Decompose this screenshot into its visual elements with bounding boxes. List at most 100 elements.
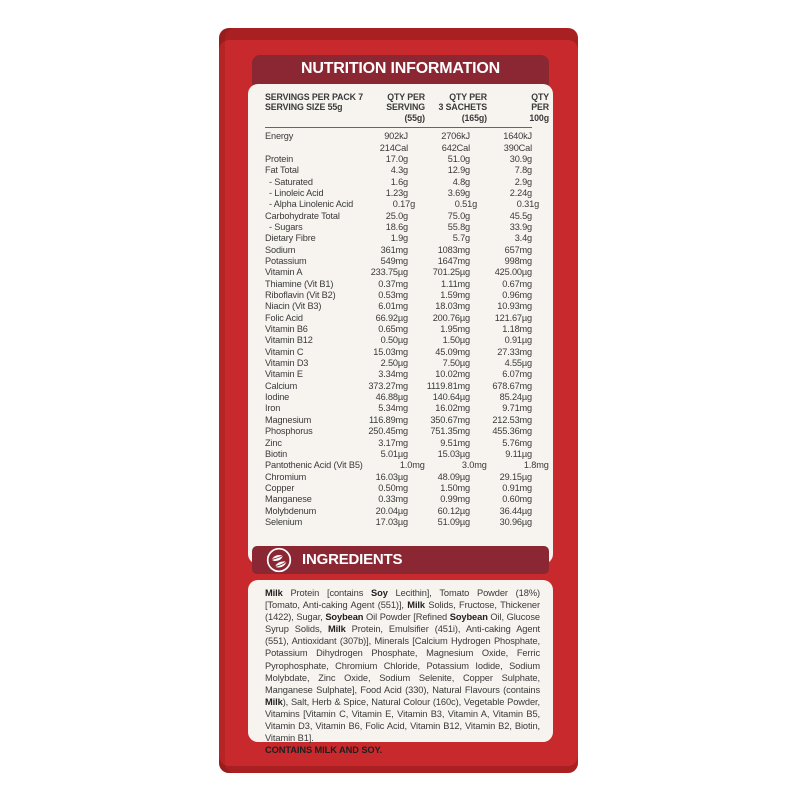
nutrition-row: Energy 902kJ 214Cal 2706kJ 642Cal 1640kJ 390Ca… <box>265 131 532 154</box>
nutrient-value: 75.0g <box>447 210 470 221</box>
nutrition-rows: Energy 902kJ 214Cal 2706kJ 642Cal 1640kJ 390Ca… <box>265 131 549 528</box>
nutrient-value: 0.91µg <box>504 335 533 346</box>
nutrient-value: 1647mg <box>437 256 470 266</box>
nutrient-value: 1.23g <box>385 187 408 198</box>
nutrient-value: 3.17mg <box>378 437 408 448</box>
nutrient-value: 45.09mg <box>435 346 470 357</box>
nutrient-value: 1.18mg <box>502 324 532 335</box>
nutrient-value: 0.91mg <box>502 482 532 493</box>
nutrient-value: 425.00µg <box>494 267 532 278</box>
nutrient-value: 27.33mg <box>497 346 532 357</box>
nutrient-value: 0.96mg <box>502 290 532 301</box>
ingredients-panel: Milk Protein [contains Soy Lecithin], To… <box>248 580 553 755</box>
nutrient-label: Phosphorus <box>265 426 313 437</box>
nutrient-value: 116.89mg <box>369 414 408 425</box>
nutrition-row: Fat Total 4.3g 12.9g 7.8g <box>265 165 532 176</box>
nutrition-row: Vitamin E 3.34mg 10.02mg 6.07mg <box>265 369 532 380</box>
nutrient-label: Vitamin E <box>265 369 303 380</box>
nutrition-row: Magnesium 116.89mg 350.67mg 212.53mg <box>265 415 532 426</box>
nutrient-label: Vitamin D3 <box>265 358 309 369</box>
nutrient-label: Molybdenum <box>265 505 317 516</box>
nutrition-row: Vitamin B12 0.50µg 1.50µg 0.91µg <box>265 335 532 346</box>
nutrition-row: - Linoleic Acid 1.23g 3.69g 2.24g <box>265 188 532 199</box>
nutrition-row: Selenium 17.03µg 51.09µg 30.96µg <box>265 517 532 528</box>
nutrition-row: Chromium 16.03µg 48.09µg 29.15µg <box>265 472 532 483</box>
nutrient-value: 1640kJ 390Cal <box>503 131 532 153</box>
nutrient-value: 15.03mg <box>373 346 408 357</box>
nutrient-value: 751.35mg <box>430 426 470 437</box>
nutrient-value: 1.59mg <box>440 290 470 301</box>
nutrient-value: 3.4g <box>514 233 532 244</box>
nutrient-value: 121.67µg <box>494 312 532 323</box>
nutrient-value: 701.25µg <box>432 267 470 278</box>
nutrition-row: Biotin 5.01µg 15.03µg 9.11µg <box>265 449 532 460</box>
nutrition-row: Zinc 3.17mg 9.51mg 5.76mg <box>265 438 532 449</box>
nutrient-value: 3.69g <box>447 187 470 198</box>
nutrient-value: 30.9g <box>509 153 532 164</box>
nutrient-value: 12.9g <box>447 165 470 176</box>
nutrient-value: 16.03µg <box>375 471 409 482</box>
nutrient-label: Copper <box>265 482 295 493</box>
nutrient-value: 657mg <box>504 244 532 255</box>
nutrient-value: 5.76mg <box>502 437 532 448</box>
nutrient-value: 9.71mg <box>502 403 532 414</box>
nutrient-label: Fat Total <box>265 165 299 176</box>
nutrition-row: Dietary Fibre 1.9g 5.7g 3.4g <box>265 233 532 244</box>
nutrient-label: Calcium <box>265 380 298 391</box>
nutrient-value: 678.67mg <box>492 380 532 391</box>
nutrition-row: Potassium 549mg 1647mg 998mg <box>265 256 532 267</box>
nutrition-row: Molybdenum 20.04µg 60.12µg 36.44µg <box>265 506 532 517</box>
nutrient-value: 7.50µg <box>442 358 471 369</box>
nutrient-value: 18.03mg <box>435 301 470 312</box>
nutrient-value: 2706kJ 642Cal <box>441 131 470 153</box>
nutrient-label: Manganese <box>265 494 312 505</box>
nutrient-value: 0.17g <box>392 199 416 210</box>
nutrient-value: 48.09µg <box>437 471 471 482</box>
nutrient-value: 212.53mg <box>492 414 532 425</box>
nutrient-value: 16.02mg <box>435 403 470 414</box>
nutrient-label: Zinc <box>265 437 282 448</box>
nutrient-value: 3.34mg <box>378 369 408 380</box>
nutrient-value: 200.76µg <box>432 312 470 323</box>
ingredients-title-band: INGREDIENTS <box>252 546 549 574</box>
nutrient-value: 3.0mg <box>461 460 487 471</box>
nutrient-value: 5.7g <box>452 233 470 244</box>
nutrition-row: Phosphorus 250.45mg 751.35mg 455.36mg <box>265 426 532 437</box>
nutrient-label: Chromium <box>265 471 307 482</box>
nutrient-value: 5.01µg <box>380 448 409 459</box>
nutrition-row: - Saturated 1.6g 4.8g 2.9g <box>265 177 532 188</box>
nutrient-value: 350.67mg <box>430 414 470 425</box>
nutrient-value: 10.93mg <box>497 301 532 312</box>
ingredients-text: Milk Protein [contains Soy Lecithin], To… <box>265 588 540 744</box>
nutrition-row: Manganese 0.33mg 0.99mg 0.60mg <box>265 494 532 505</box>
nutrient-value: 55.8g <box>447 221 470 232</box>
header-divider <box>265 127 532 129</box>
nutrient-value: 17.0g <box>385 153 408 164</box>
nutrition-row: Carbohydrate Total 25.0g 75.0g 45.5g <box>265 211 532 222</box>
nutrient-value: 2.9g <box>514 176 532 187</box>
nutrient-value: 0.37mg <box>378 278 408 289</box>
nutrient-value: 0.53mg <box>378 290 408 301</box>
nutrient-value: 4.55µg <box>504 358 533 369</box>
nutrient-value: 85.24µg <box>499 392 533 403</box>
leaf-icon <box>266 547 292 573</box>
nutrient-value: 2.24g <box>509 187 532 198</box>
nutrient-label: - Sugars <box>269 221 303 232</box>
nutrition-table-header: SERVINGS PER PACK 7 SERVING SIZE 55g QTY… <box>265 92 549 123</box>
nutrient-label: Iron <box>265 403 281 414</box>
nutrition-row: Copper 0.50mg 1.50mg 0.91mg <box>265 483 532 494</box>
nutrient-value: 0.60mg <box>502 494 532 505</box>
nutrient-value: 1083mg <box>437 244 470 255</box>
nutrient-value: 51.09µg <box>437 516 471 527</box>
nutrient-value: 15.03µg <box>437 448 471 459</box>
nutrient-label: Niacin (Vit B3) <box>265 301 322 312</box>
nutrient-value: 29.15µg <box>499 471 533 482</box>
nutrient-label: Vitamin B12 <box>265 335 313 346</box>
nutrition-row: Thiamine (Vit B1) 0.37mg 1.11mg 0.67mg <box>265 279 532 290</box>
nutrient-value: 6.01mg <box>378 301 408 312</box>
nutrient-value: 36.44µg <box>499 505 533 516</box>
nutrient-label: Folic Acid <box>265 312 303 323</box>
nutrient-value: 2.50µg <box>380 358 409 369</box>
nutrient-value: 1.8mg <box>523 460 549 471</box>
nutrient-value: 7.8g <box>514 165 532 176</box>
